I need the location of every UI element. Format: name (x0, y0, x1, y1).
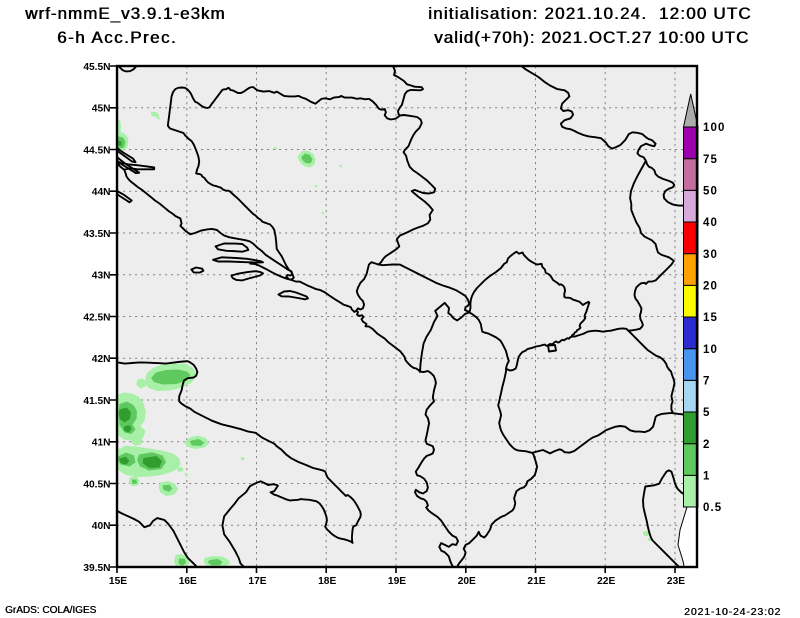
svg-text:42N: 42N (92, 354, 111, 365)
svg-text:100: 100 (703, 122, 726, 134)
svg-text:2: 2 (703, 439, 711, 451)
svg-text:22E: 22E (597, 576, 615, 587)
svg-text:41.5N: 41.5N (83, 396, 110, 407)
svg-text:1: 1 (703, 471, 711, 483)
svg-text:41N: 41N (92, 438, 111, 449)
svg-text:16E: 16E (179, 576, 197, 587)
svg-text:18E: 18E (318, 576, 336, 587)
svg-text:44.5N: 44.5N (83, 145, 110, 156)
svg-text:75: 75 (703, 154, 718, 166)
svg-text:15E: 15E (109, 576, 127, 587)
svg-text:0.5: 0.5 (703, 502, 722, 514)
svg-text:39.5N: 39.5N (83, 563, 110, 574)
svg-text:40.5N: 40.5N (83, 479, 110, 490)
svg-text:17E: 17E (248, 576, 266, 587)
svg-text:44N: 44N (92, 187, 111, 198)
svg-text:40: 40 (703, 217, 718, 229)
svg-text:50: 50 (703, 186, 718, 198)
svg-text:15: 15 (703, 312, 718, 324)
svg-text:10: 10 (703, 344, 718, 356)
svg-text:20E: 20E (458, 576, 476, 587)
svg-text:20: 20 (703, 281, 718, 293)
svg-text:43N: 43N (92, 271, 111, 282)
svg-text:45N: 45N (92, 104, 111, 115)
svg-text:43.5N: 43.5N (83, 229, 110, 240)
svg-text:5: 5 (703, 407, 711, 419)
svg-text:23E: 23E (667, 576, 685, 587)
svg-text:30: 30 (703, 249, 718, 261)
svg-text:19E: 19E (388, 576, 406, 587)
svg-text:21E: 21E (527, 576, 545, 587)
svg-text:40N: 40N (92, 521, 111, 532)
svg-text:7: 7 (703, 376, 711, 388)
svg-text:42.5N: 42.5N (83, 312, 110, 323)
svg-text:45.5N: 45.5N (83, 62, 110, 73)
